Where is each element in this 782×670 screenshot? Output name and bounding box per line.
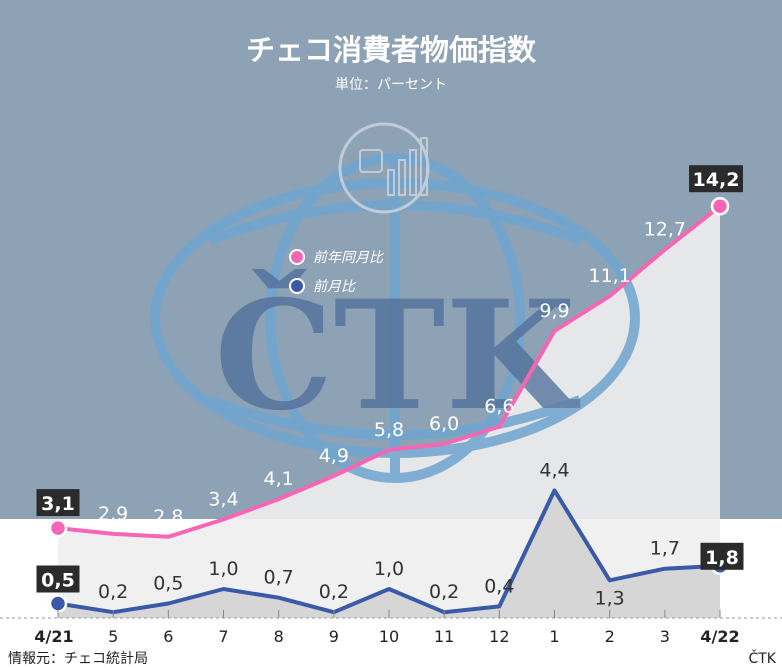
x-tick-label: 8 <box>274 627 284 646</box>
x-tick-label: 12 <box>489 627 509 646</box>
data-label-mom: 0,2 <box>98 581 128 603</box>
series-line-yoy <box>57 204 722 539</box>
data-label-box-mom <box>36 565 80 593</box>
legend-label-mom: 前月比 <box>313 279 357 295</box>
data-label-mom: 0,2 <box>429 581 459 603</box>
data-label-mom: 1,0 <box>208 558 238 580</box>
data-label-box-yoy <box>36 489 80 517</box>
legend-label-yoy: 前年同月比 <box>313 250 385 266</box>
brand-label: ČTK <box>748 649 776 667</box>
data-label-yoy: 11,1 <box>589 265 631 287</box>
x-tick-label: 11 <box>434 627 454 646</box>
data-label-yoy: 6,0 <box>429 413 459 435</box>
source-note: 情報元：チェコ統計局 <box>8 651 148 667</box>
data-label-box-yoy <box>689 165 743 193</box>
x-tick-label: 3 <box>660 627 670 646</box>
legend-marker-mom <box>289 278 305 294</box>
data-label-yoy: 3,4 <box>208 488 238 510</box>
x-tick-label: 4/21 <box>34 627 73 646</box>
data-label-mom: 1,3 <box>595 587 625 609</box>
x-tick-label: 7 <box>218 627 228 646</box>
x-tick-label: 5 <box>108 627 118 646</box>
data-label-box-mom <box>700 542 744 570</box>
data-label-yoy: 6,6 <box>484 396 514 418</box>
data-label-mom: 0,5 <box>153 573 183 595</box>
legend-marker-yoy <box>289 249 305 265</box>
data-label-yoy: 9,9 <box>539 300 569 322</box>
data-point-yoy <box>710 196 730 216</box>
data-label-mom: 1,8 <box>705 547 739 569</box>
data-label-mom: 1,7 <box>650 538 680 560</box>
x-tick-label: 10 <box>379 627 399 646</box>
data-label-yoy: 2,8 <box>153 506 183 528</box>
data-point-yoy <box>48 518 68 538</box>
data-point-mom <box>48 594 68 613</box>
series-line-mom <box>57 488 721 615</box>
data-label-yoy: 12,7 <box>644 219 686 241</box>
x-tick-label: 1 <box>549 627 559 646</box>
watermark-text: ČTK <box>214 268 580 444</box>
data-label-mom: 1,0 <box>374 558 404 580</box>
x-tick-label: 6 <box>163 627 173 646</box>
x-tick-label: 2 <box>605 627 615 646</box>
legend: 前年同月比 前月比 <box>289 249 385 295</box>
data-label-yoy: 2,9 <box>98 503 128 525</box>
x-tick-label: 4/22 <box>700 627 739 646</box>
data-label-mom: 0,7 <box>264 567 294 589</box>
data-label-mom: 0,4 <box>484 575 514 597</box>
ctk-watermark-icon: ČTK <box>150 122 640 483</box>
chart-subtitle: 単位：パーセント <box>335 77 447 93</box>
data-label-mom: 0,5 <box>41 570 75 592</box>
chart-title: チェコ消費者物価指数 <box>246 33 537 67</box>
data-label-yoy: 14,2 <box>693 169 740 191</box>
data-label-mom: 0,2 <box>319 581 349 603</box>
data-label-yoy: 5,8 <box>374 419 404 441</box>
data-label-yoy: 4,1 <box>264 468 294 490</box>
area-mom <box>58 490 720 618</box>
data-label-yoy: 4,9 <box>319 445 349 467</box>
data-label-yoy: 3,1 <box>41 493 75 515</box>
data-label-mom: 4,4 <box>539 459 569 481</box>
x-tick-label: 9 <box>329 627 339 646</box>
